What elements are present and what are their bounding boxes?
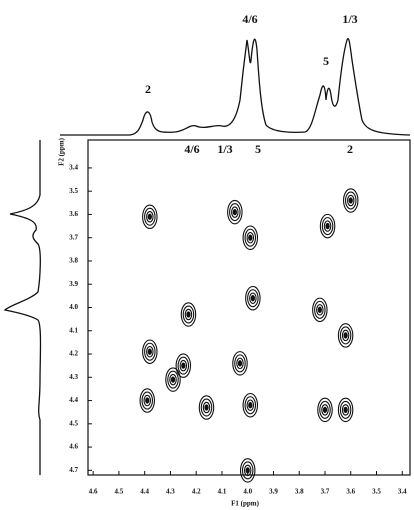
top-projection [60,39,410,135]
contour [171,377,174,382]
y-tick-label: 3.8 [69,257,78,265]
y-tick-label: 3.7 [69,233,78,241]
contour [246,468,249,473]
x-tick-label: 3.6 [346,488,355,496]
contour [318,307,321,312]
y-tick-label: 3.9 [69,280,78,288]
cross-peak [243,394,257,417]
x-tick-label: 3.4 [398,488,407,496]
contour [251,296,254,301]
y-tick-label: 4.4 [69,396,78,404]
peak-label: 4/6 [242,12,257,26]
cross-peak [166,368,180,391]
x-tick-label: 3.9 [269,488,278,496]
cross-peak [338,398,352,421]
contour [182,363,185,368]
y-tick-label: 4.2 [69,350,78,358]
contour [344,407,347,412]
y-tick-label: 4.0 [69,303,78,311]
x-tick-label: 4.1 [218,488,227,496]
cross-peak [233,352,247,375]
contour [233,210,236,215]
y-tick-label: 4.1 [69,326,78,334]
x-tick-label: 4.5 [115,488,124,496]
contour [146,398,149,403]
x-axis-title: F1 (ppm) [231,500,259,508]
y-tick-label: 4.6 [69,443,78,451]
contour [344,333,347,338]
y-tick-label: 4.7 [69,466,78,474]
contour [349,198,352,203]
contour [205,405,208,410]
cross-peak [318,398,332,421]
x-tick-label: 4.4 [140,488,149,496]
x-tick-label: 3.5 [372,488,381,496]
cross-peak [338,324,352,347]
cross-peak [241,459,255,482]
contour [238,361,241,366]
y-tick-label: 3.5 [69,187,78,195]
peak-label: 2 [145,82,151,96]
x-tick-label: 4.0 [243,488,252,496]
cross-peak [199,396,213,419]
peak-label: 1/3 [217,142,232,156]
x-tick-label: 4.2 [192,488,201,496]
contour [323,407,326,412]
cross-peak [243,226,257,249]
cross-peak [176,354,190,377]
contour [249,403,252,408]
cross-peak [320,214,334,237]
y-tick-label: 4.3 [69,373,78,381]
x-tick-label: 4.3 [166,488,175,496]
y-tick-label: 3.6 [69,210,78,218]
cross-peak [143,340,157,363]
peak-label: 2 [347,142,353,156]
cross-peak [228,200,242,223]
cross-peak [246,286,260,309]
x-tick-label: 3.7 [321,488,330,496]
y-axis-title: F2 (ppm) [58,137,66,165]
cross-peak [344,189,358,212]
contour [249,235,252,240]
y-tick-label: 3.4 [69,164,78,172]
contour [148,349,151,354]
cross-peak [140,389,154,412]
left-projection [5,140,41,475]
contour [187,312,190,317]
contour [148,214,151,219]
contour [326,223,329,228]
peak-label: 4/6 [184,142,199,156]
cross-peak [313,298,327,321]
cross-peak [143,205,157,228]
chart: 4.6 4.5 4.4 4.3 4.2 4.1 4.0 3.9 3.8 3.7 3.6 3.5 3.4 3… [0,0,414,510]
peak-label: 5 [323,54,329,68]
cross-peak [181,303,195,326]
y-tick-label: 4.5 [69,419,78,427]
x-tick-label: 3.8 [295,488,304,496]
x-tick-label: 4.6 [89,488,98,496]
peak-label: 5 [255,142,261,156]
peak-label: 1/3 [342,12,357,26]
